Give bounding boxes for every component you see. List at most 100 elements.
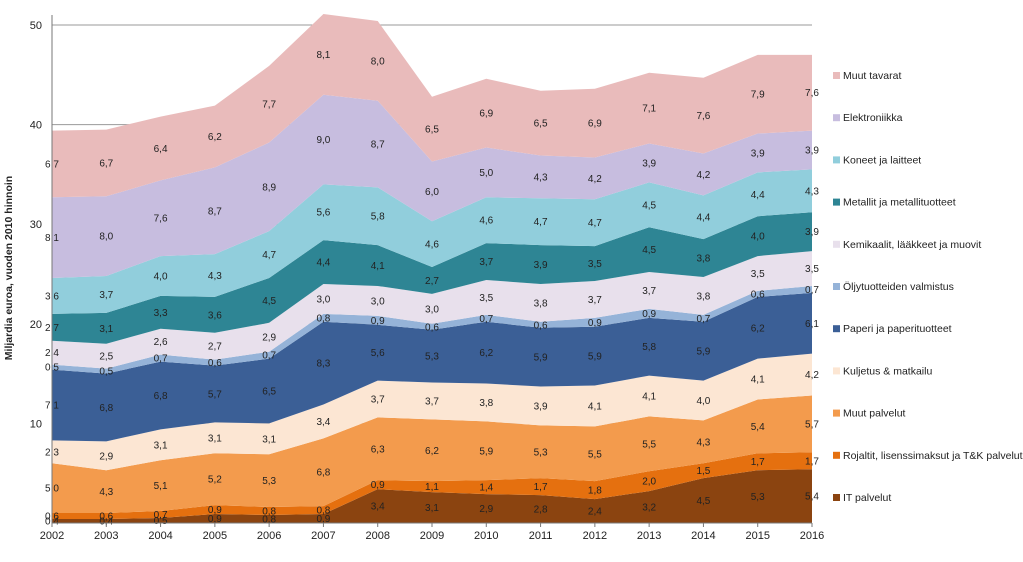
series-areas — [52, 14, 812, 523]
data-label: 5,6 — [316, 208, 330, 219]
data-label: 8,9 — [262, 182, 276, 193]
data-label: 0,6 — [534, 320, 548, 331]
data-label: 1,4 — [479, 483, 493, 494]
data-label: 4,7 — [588, 218, 602, 229]
data-label: 3,9 — [534, 401, 548, 412]
y-tick-label: 40 — [30, 120, 42, 132]
legend-swatch — [833, 114, 840, 122]
data-label: 3,5 — [588, 259, 602, 270]
y-tick-label: 30 — [30, 219, 42, 231]
data-label: 0,9 — [371, 480, 385, 491]
data-label: 3,7 — [642, 286, 656, 297]
data-label: 6,5 — [425, 125, 439, 136]
x-tick-label: 2016 — [800, 530, 824, 542]
legend: Muut tavarat Elektroniikka Koneet ja laitt… — [833, 70, 1023, 504]
data-label: 5,3 — [751, 492, 765, 503]
data-label: 2,7 — [425, 276, 439, 287]
data-label: 5,9 — [588, 352, 602, 363]
data-label: 3,7 — [588, 295, 602, 306]
area-metallit-ja-metallituotteet — [52, 212, 812, 344]
data-label: 3,0 — [425, 304, 439, 315]
data-label: 7,6 — [805, 88, 819, 99]
data-label: 4,0 — [696, 396, 710, 407]
area-paperi-ja-paperituotteet — [52, 292, 812, 442]
data-label: 6,5 — [534, 119, 548, 130]
data-label: 6,0 — [425, 187, 439, 198]
x-tick-label: 2007 — [311, 530, 335, 542]
legend-entry: Kemikaalit, lääkkeet ja muovit — [843, 239, 981, 251]
data-label: 0,9 — [316, 514, 330, 525]
data-label: 6,8 — [154, 391, 168, 402]
data-label: 5,4 — [805, 492, 819, 503]
data-label: 4,6 — [425, 240, 439, 251]
data-label: 5,9 — [479, 446, 493, 457]
data-label: 4,1 — [588, 401, 602, 412]
data-label: 3,7 — [99, 290, 113, 301]
data-label: 3,8 — [534, 298, 548, 309]
x-tick-label: 2010 — [474, 530, 498, 542]
x-tick-label: 2012 — [583, 530, 607, 542]
data-label: 0,7 — [479, 314, 493, 325]
x-tick-label: 2004 — [148, 530, 172, 542]
area-elektroniikka — [52, 94, 812, 278]
data-label: 7,9 — [751, 90, 765, 101]
data-label: 0,7 — [154, 510, 168, 521]
data-label: 4,1 — [642, 392, 656, 403]
data-label: 3,7 — [425, 396, 439, 407]
legend-entry: Muut tavarat — [843, 70, 901, 82]
data-label: 4,0 — [751, 232, 765, 243]
data-label: 2,0 — [642, 477, 656, 488]
x-tick-label: 2003 — [94, 530, 118, 542]
x-tick-label: 2008 — [365, 530, 389, 542]
data-label: 8,0 — [99, 232, 113, 243]
data-label: 4,3 — [208, 271, 222, 282]
data-label: 0,7 — [262, 351, 276, 362]
data-label: 6,2 — [751, 323, 765, 334]
data-label: 8,7 — [371, 140, 385, 151]
data-label: 6,9 — [588, 119, 602, 130]
area-öljytuotteiden-valmistus — [52, 285, 812, 374]
data-label: 3,5 — [479, 293, 493, 304]
area-it-palvelut — [52, 469, 812, 523]
data-label: 0,7 — [154, 354, 168, 365]
data-label: 4,7 — [262, 250, 276, 261]
data-label: 1,7 — [751, 457, 765, 468]
data-label: 3,1 — [208, 433, 222, 444]
data-label: 1,8 — [588, 486, 602, 497]
data-label: 3,8 — [696, 254, 710, 265]
data-label: 8,0 — [371, 56, 385, 67]
legend-entry: Elektroniikka — [843, 112, 903, 124]
x-tick-label: 2015 — [745, 530, 769, 542]
data-label: 3,9 — [534, 260, 548, 271]
y-tick-label: 20 — [30, 319, 42, 331]
legend-entry: IT palvelut — [843, 492, 891, 504]
data-label: 0,9 — [371, 316, 385, 327]
legend-swatch — [833, 240, 840, 248]
data-label: 3,3 — [154, 308, 168, 319]
data-label: 0,7 — [696, 314, 710, 325]
data-label: 1,7 — [805, 456, 819, 467]
data-label: 0,4 — [99, 517, 113, 528]
y-axis-label: Miljardia euroa, vuoden 2010 hinnoin — [3, 176, 15, 360]
data-label: 2,7 — [208, 342, 222, 353]
legend-entry: Koneet ja laitteet — [843, 154, 921, 166]
data-label: 4,4 — [751, 190, 765, 201]
data-label: 3,1 — [425, 503, 439, 514]
data-label: 4,1 — [371, 261, 385, 272]
data-label: 2,8 — [534, 505, 548, 516]
data-label: 6,8 — [99, 403, 113, 414]
data-label: 9,0 — [316, 135, 330, 146]
data-label: 3,6 — [208, 310, 222, 321]
legend-entry: Öljytuotteiden valmistus — [843, 281, 954, 293]
area-kuljetus-matkailu — [52, 353, 812, 471]
data-label: 5,3 — [425, 352, 439, 363]
data-label: 0,6 — [751, 289, 765, 300]
data-label: 3,0 — [316, 294, 330, 305]
legend-entry: Kuljetus & matkailu — [843, 365, 932, 377]
data-label: 2,5 — [99, 352, 113, 363]
data-label: 4,2 — [696, 170, 710, 181]
data-label: 5,8 — [371, 212, 385, 223]
legend-entry: Paperi ja paperituotteet — [843, 323, 952, 335]
legend-entry: Muut palvelut — [843, 408, 906, 420]
